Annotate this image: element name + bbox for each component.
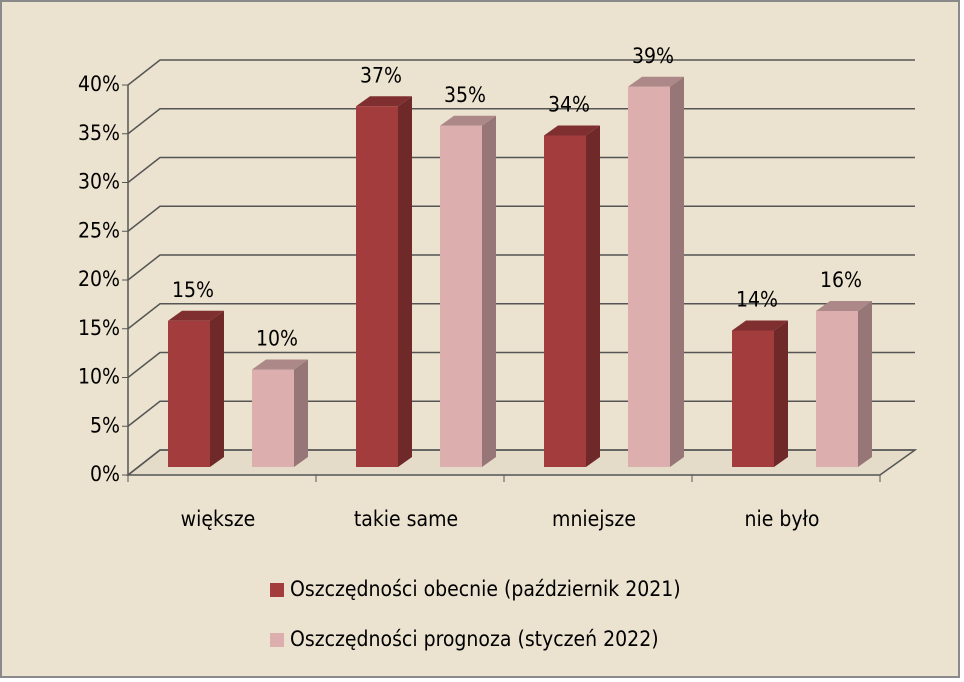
y-tick-label: 25%: [78, 218, 120, 242]
value-label: 39%: [632, 44, 674, 68]
y-tick-label: 0%: [90, 462, 120, 486]
y-tick-label: 10%: [78, 365, 120, 389]
bar-top: [252, 359, 308, 370]
bar-top: [732, 320, 788, 331]
bar-side: [294, 359, 308, 467]
x-tick-label: takie same: [354, 507, 458, 531]
y-tick-label: 30%: [78, 170, 120, 194]
bar-top: [816, 301, 872, 311]
y-tick-label: 20%: [78, 267, 120, 291]
bar-side: [670, 76, 684, 467]
bar-side: [398, 96, 412, 467]
bar: [544, 135, 586, 467]
bar: [168, 320, 210, 467]
value-label: 16%: [820, 268, 862, 292]
bar-top: [168, 310, 224, 321]
bar: [816, 311, 858, 467]
legend-label: Oszczędności obecnie (październik 2021): [290, 577, 681, 601]
x-tick-label: mniejsze: [552, 507, 636, 531]
bar-top: [440, 115, 496, 126]
bar: [252, 369, 294, 467]
bar-top: [544, 125, 600, 136]
bar-side: [774, 320, 788, 467]
x-tick-label: nie było: [745, 507, 820, 531]
value-label: 37%: [360, 63, 402, 87]
legend-label: Oszczędności prognoza (styczeń 2022): [290, 627, 659, 651]
value-label: 35%: [444, 83, 486, 107]
bar: [628, 86, 670, 467]
floor: [125, 449, 918, 476]
y-tick-label: 5%: [90, 413, 120, 437]
bar-top: [628, 76, 684, 87]
y-tick-label: 15%: [78, 316, 120, 340]
legend-swatch: [270, 583, 284, 597]
value-label: 10%: [256, 327, 298, 351]
bar-side: [858, 301, 872, 467]
x-tick-label: większe: [181, 507, 256, 531]
bar-side: [482, 115, 496, 467]
legend-swatch: [270, 633, 284, 647]
bar: [732, 330, 774, 467]
bar-top: [356, 96, 412, 107]
y-tick-label: 40%: [78, 72, 120, 96]
bar: [440, 125, 482, 467]
grid-line: [127, 59, 915, 86]
bar: [356, 106, 398, 467]
bar-side: [586, 125, 600, 467]
y-tick-label: 35%: [78, 121, 120, 145]
value-label: 34%: [548, 93, 590, 117]
value-label: 14%: [736, 288, 778, 312]
bar-side: [210, 310, 224, 467]
value-label: 15%: [172, 278, 214, 302]
